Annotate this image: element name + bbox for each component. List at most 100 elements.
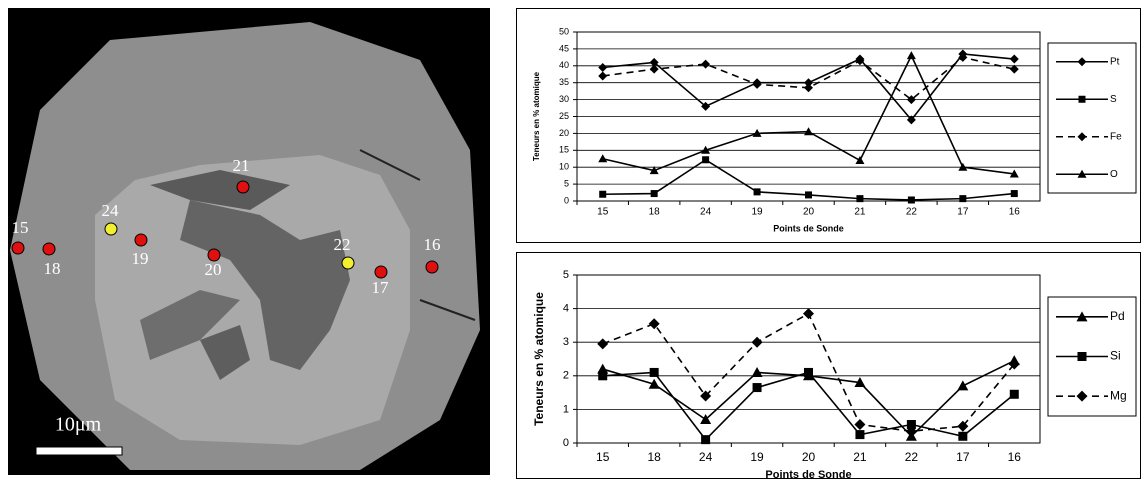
x-axis-title: Points de Sonde [765,469,851,479]
marker [648,378,660,389]
marker [597,338,609,350]
marker [598,62,608,72]
marker [599,190,607,198]
x-tick-label: 21 [853,450,867,464]
probe-point [134,233,148,247]
marker [701,435,711,445]
x-axis-title: Points de Sonde [773,223,844,233]
marker [648,318,660,330]
marker [854,377,866,388]
x-tick-label: 18 [647,450,661,464]
marker [1077,132,1087,142]
x-tick-label: 15 [596,450,610,464]
marker [855,155,865,164]
x-tick-label: 18 [649,207,661,218]
marker [959,195,967,203]
legend-label: S [1110,94,1117,105]
x-tick-label: 15 [597,207,609,218]
legend-label: Si [1110,349,1121,363]
y-axis-title: Teneurs en % atomique [532,71,541,161]
probe-label: 16 [424,235,441,254]
marker [649,166,659,175]
inclusion [200,325,250,380]
marker [753,188,761,196]
marker [804,367,813,377]
marker [906,115,916,125]
marker [1078,95,1086,103]
grain-core [95,155,410,445]
legend-label: Mg [1110,388,1127,402]
marker [855,430,865,440]
x-tick-label: 21 [854,207,866,218]
probe-label: 20 [205,260,222,279]
marker [1009,64,1019,74]
marker [855,56,865,66]
marker [1077,352,1087,361]
y-axis-title: Teneurs en % atomique [532,292,546,426]
probe-point [236,180,250,194]
x-tick-label: 22 [905,450,919,464]
x-tick-label: 17 [957,207,969,218]
y-tick-label: 35 [559,77,569,87]
marker [906,95,916,105]
y-tick-label: 50 [559,26,569,36]
x-tick-label: 20 [803,207,815,218]
scale-label: 10μm [55,414,102,436]
y-tick-label: 4 [563,303,569,315]
marker [650,190,658,198]
marker [701,145,711,154]
x-tick-label: 19 [750,450,764,464]
x-tick-label: 19 [751,207,763,218]
micrograph: 10μm [8,8,490,475]
marker [958,431,968,441]
marker [598,154,608,163]
crack [359,149,421,181]
probe-label: 17 [372,278,390,297]
marker [804,127,813,136]
marker [906,420,916,430]
probe-label: 22 [334,235,351,254]
y-tick-label: 40 [559,60,569,70]
y-tick-label: 0 [564,195,569,205]
marker [804,83,813,93]
y-tick-label: 1 [563,403,569,415]
marker [1076,311,1088,322]
marker [906,51,916,60]
probe-point [374,265,388,279]
y-tick-label: 5 [564,178,569,188]
y-tick-label: 3 [563,336,569,348]
probe-point [425,260,439,274]
probe-label: 15 [12,218,29,237]
marker [752,383,762,393]
x-tick-label: 22 [906,207,918,218]
marker [854,419,866,431]
marker [1010,190,1018,198]
marker [1009,169,1019,178]
marker [702,156,710,164]
marker [856,195,864,203]
marker [649,57,659,67]
x-tick-label: 20 [802,450,816,464]
legend-label: Pt [1110,56,1120,67]
marker [805,191,812,199]
probe-point [42,242,56,256]
marker [700,413,712,424]
marker [1009,389,1019,399]
x-tick-label: 17 [956,450,970,464]
marker [804,78,813,88]
probe-point [11,241,25,255]
marker [701,101,711,111]
probe-point [207,248,221,262]
probe-label: 19 [132,249,149,268]
marker [700,390,712,402]
marker [1009,54,1019,64]
marker [958,162,968,171]
x-tick-label: 16 [1009,207,1021,218]
x-tick-label: 24 [699,450,713,464]
marker [597,363,609,374]
marker [1077,169,1087,178]
y-tick-label: 15 [559,145,569,155]
inclusion [140,290,240,360]
marker [752,79,762,89]
legend-label: Pd [1110,309,1125,323]
